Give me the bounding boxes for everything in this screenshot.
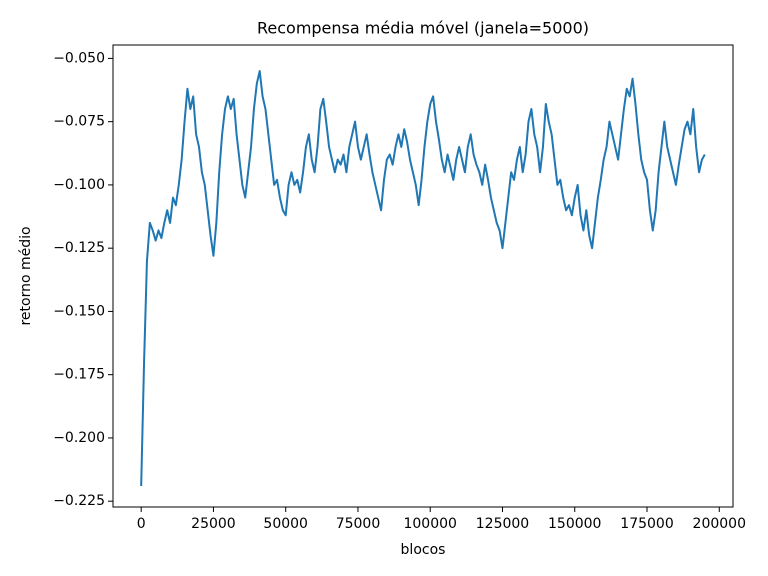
y-tick-label: −0.200 [53, 430, 105, 446]
x-tick-label: 75000 [336, 516, 381, 532]
y-tick-label: −0.050 [53, 50, 105, 66]
x-tick-label: 100000 [403, 516, 456, 532]
x-tick-label: 50000 [263, 516, 308, 532]
x-tick-label: 25000 [191, 516, 236, 532]
data-line [140, 70, 706, 487]
y-tick-label: −0.125 [53, 240, 105, 256]
y-tick-label: −0.100 [53, 177, 105, 193]
y-tick-label: −0.150 [53, 303, 105, 319]
y-axis-label: retorno médio [18, 226, 34, 325]
x-tick-label: 200000 [693, 516, 746, 532]
y-tick-label: −0.225 [53, 493, 105, 509]
x-tick-label: 0 [137, 516, 146, 532]
axes-frame [112, 44, 734, 508]
x-tick-label: 125000 [476, 516, 529, 532]
y-tick-label: −0.075 [53, 114, 105, 130]
x-tick-label: 150000 [548, 516, 601, 532]
x-tick-label: 175000 [620, 516, 673, 532]
chart-title: Recompensa média móvel (janela=5000) [257, 19, 589, 38]
x-axis-label: blocos [401, 542, 446, 558]
y-tick-label: −0.175 [53, 367, 105, 383]
